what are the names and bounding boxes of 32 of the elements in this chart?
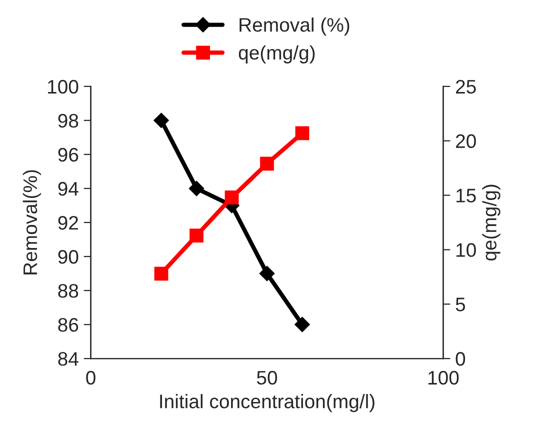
x-tick-label: 0	[86, 370, 96, 385]
point	[294, 316, 310, 332]
point	[188, 180, 204, 196]
x-tick-label: 50	[256, 370, 278, 385]
y-tick-label: 92	[58, 216, 78, 230]
y-axis-title: Removal(%)	[22, 170, 41, 274]
legend-label: Removal (%)	[240, 18, 350, 36]
y-tick-label: 88	[58, 284, 78, 298]
point	[154, 266, 168, 281]
point	[295, 126, 310, 140]
y2-tick-label: 0	[456, 352, 466, 366]
point	[260, 156, 274, 171]
y2-tick-label: 25	[456, 80, 476, 94]
x-tick-label: 100	[428, 370, 459, 385]
point	[190, 228, 204, 242]
y-tick-label: 96	[58, 148, 78, 162]
point	[259, 266, 275, 282]
x-axis-title: Initial concentration(mg/l)	[160, 394, 374, 412]
y-tick-label: 84	[58, 352, 78, 366]
point	[224, 190, 239, 204]
y-tick-label: 94	[58, 182, 78, 196]
y2-axis-title: qe(mg/g)	[482, 184, 500, 261]
legend-label: qe(mg/g)	[238, 45, 315, 64]
point	[154, 112, 169, 128]
y-tick-label: 90	[58, 250, 78, 264]
y-tick-label: 98	[58, 114, 78, 128]
y2-tick-label: 20	[456, 134, 476, 148]
y-tick-label: 100	[48, 80, 78, 94]
y2-tick-label: 10	[456, 243, 476, 257]
y2-tick-label: 15	[456, 188, 476, 202]
y2-tick-label: 5	[456, 298, 466, 312]
y-tick-label: 86	[58, 318, 78, 332]
